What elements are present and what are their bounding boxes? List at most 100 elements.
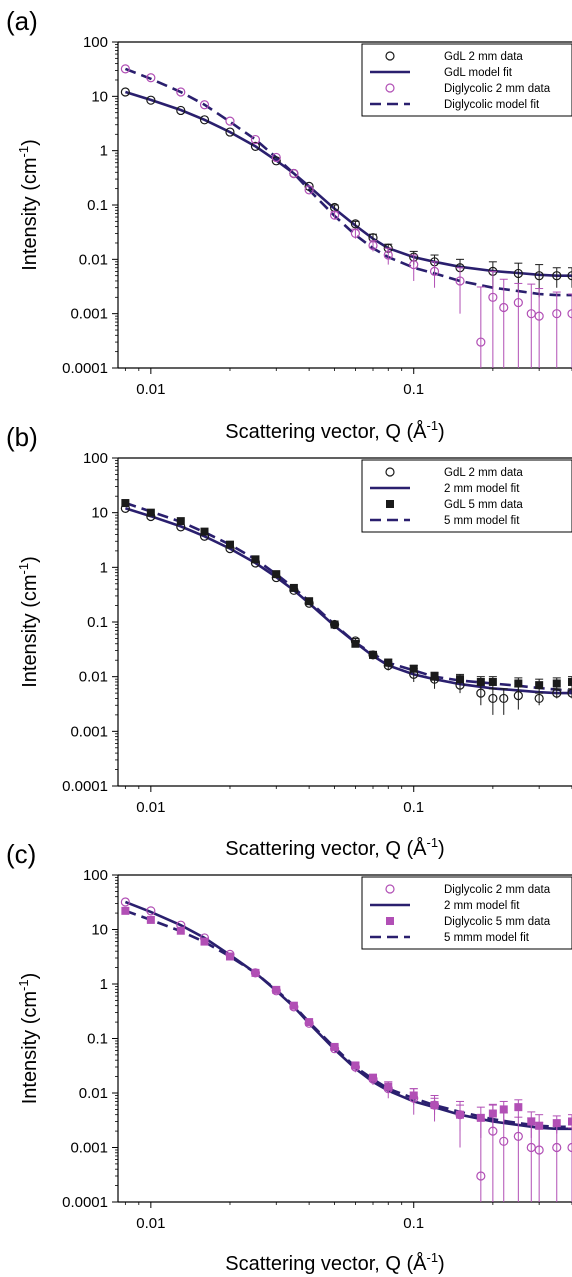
data-point-diglycolic-5-mm-data bbox=[176, 926, 185, 935]
data-point-diglycolic-5-mm-data bbox=[514, 1103, 523, 1112]
data-point-diglycolic-2-mm-data bbox=[304, 185, 314, 195]
legend: GdL 2 mm data 2 mm model fit GdL 5 mm data… bbox=[361, 459, 572, 533]
data-point-diglycolic-5-mm-data bbox=[568, 1117, 572, 1126]
legend-swatch bbox=[385, 51, 395, 61]
legend-label: GdL model fit bbox=[444, 67, 513, 79]
data-point-diglycolic-2-mm-data bbox=[199, 100, 210, 110]
data-point-gdl-5-mm-data bbox=[351, 639, 360, 648]
data-point-diglycolic-2-mm-data bbox=[409, 259, 419, 270]
data-point-gdl-5-mm-data bbox=[369, 650, 378, 659]
data-point-diglycolic-2-mm-data bbox=[429, 266, 440, 276]
data-point-gdl-2-mm-data bbox=[567, 271, 572, 281]
data-point-diglycolic-2-mm-data bbox=[250, 134, 261, 145]
data-point-diglycolic-5-mm-data bbox=[476, 1113, 485, 1122]
data-point-gdl-2-mm-data bbox=[271, 156, 281, 166]
legend: GdL 2 mm data GdL model fit Diglycolic 2 m… bbox=[361, 43, 572, 117]
data-point-gdl-2-mm-data bbox=[499, 693, 509, 704]
data-point-gdl-2-mm-data bbox=[513, 691, 523, 701]
data-point-gdl-5-mm-data bbox=[272, 570, 281, 579]
data-point-diglycolic-2-mm-data bbox=[567, 1142, 572, 1153]
legend-label: GdL 2 mm data bbox=[444, 51, 523, 63]
data-point-gdl-5-mm-data bbox=[146, 508, 155, 517]
data-point-diglycolic-5-mm-data bbox=[488, 1109, 497, 1118]
data-point-diglycolic-5-mm-data bbox=[272, 985, 281, 994]
data-point-diglycolic-2-mm-data bbox=[567, 309, 572, 319]
data-point-gdl-2-mm-data bbox=[476, 688, 486, 698]
data-point-diglycolic-2-mm-data bbox=[350, 228, 361, 239]
data-point-diglycolic-2-mm-data bbox=[526, 309, 536, 319]
data-point-diglycolic-5-mm-data bbox=[456, 1110, 465, 1119]
x-tick-label: 0.01 bbox=[136, 381, 165, 398]
data-point-gdl-2-mm-data bbox=[250, 141, 261, 151]
x-tick-label: 0.01 bbox=[136, 799, 165, 816]
legend-label: Diglycolic 5 mm data bbox=[444, 916, 551, 928]
data-point-diglycolic-5-mm-data bbox=[305, 1018, 314, 1027]
legend-swatch bbox=[385, 884, 395, 894]
data-point-diglycolic-2-mm-data bbox=[455, 276, 465, 286]
chart-panel-b: (b) 0.0001 0.001 0.01 0.1 1 10 100 0.01 0.1 Scatte… bbox=[6, 422, 572, 860]
legend-label: Diglycolic 2 mm data bbox=[444, 83, 551, 95]
data-point-gdl-5-mm-data bbox=[225, 540, 234, 549]
x-tick-label: 0.1 bbox=[403, 799, 424, 816]
data-point-gdl-5-mm-data bbox=[305, 597, 314, 606]
data-point-diglycolic-5-mm-data bbox=[369, 1073, 378, 1082]
y-tick-label: 10 bbox=[91, 922, 108, 939]
data-point-diglycolic-5-mm-data bbox=[330, 1042, 339, 1051]
data-point-diglycolic-2-mm-data bbox=[499, 302, 509, 313]
y-tick-label: 1 bbox=[100, 559, 108, 576]
data-point-gdl-2-mm-data bbox=[513, 268, 523, 279]
x-tick-label: 0.1 bbox=[403, 381, 424, 398]
data-point-diglycolic-5-mm-data bbox=[384, 1082, 393, 1091]
panel-letter: (c) bbox=[6, 839, 36, 869]
legend-label: 2 mm model fit bbox=[444, 900, 520, 912]
data-point-gdl-5-mm-data bbox=[456, 675, 465, 684]
y-tick-label: 0.1 bbox=[87, 197, 108, 214]
data-point-gdl-5-mm-data bbox=[121, 499, 130, 508]
series-line-2-mm-model-fit bbox=[125, 507, 572, 695]
data-point-gdl-2-mm-data bbox=[567, 688, 572, 698]
data-point-gdl-2-mm-data bbox=[350, 219, 361, 229]
data-point-gdl-2-mm-data bbox=[304, 181, 314, 191]
data-point-diglycolic-2-mm-data bbox=[526, 1142, 536, 1153]
data-point-gdl-5-mm-data bbox=[384, 658, 393, 667]
data-point-diglycolic-2-mm-data bbox=[146, 906, 156, 916]
panel-letter: (b) bbox=[6, 422, 38, 452]
legend-label: GdL 5 mm data bbox=[444, 499, 523, 511]
y-tick-label: 0.01 bbox=[79, 251, 108, 268]
data-point-gdl-2-mm-data bbox=[552, 271, 562, 281]
data-point-diglycolic-2-mm-data bbox=[499, 1136, 509, 1146]
y-tick-label: 10 bbox=[91, 88, 108, 105]
y-tick-label: 0.1 bbox=[87, 1031, 108, 1048]
y-tick-label: 1 bbox=[100, 976, 108, 993]
y-tick-label: 0.001 bbox=[70, 306, 108, 323]
data-point-diglycolic-2-mm-data bbox=[120, 64, 130, 74]
data-point-diglycolic-2-mm-data bbox=[552, 1142, 562, 1153]
data-point-gdl-5-mm-data bbox=[514, 679, 523, 688]
data-point-gdl-5-mm-data bbox=[251, 555, 260, 564]
legend-swatch bbox=[386, 917, 394, 925]
data-point-diglycolic-5-mm-data bbox=[409, 1091, 418, 1100]
y-tick-label: 0.001 bbox=[70, 1140, 108, 1157]
panel-letter: (a) bbox=[6, 6, 38, 36]
data-point-gdl-5-mm-data bbox=[535, 681, 544, 690]
x-tick-label: 0.1 bbox=[403, 1215, 424, 1232]
data-point-diglycolic-5-mm-data bbox=[200, 937, 209, 946]
data-point-gdl-2-mm-data bbox=[199, 115, 210, 125]
y-tick-label: 0.001 bbox=[70, 723, 108, 740]
x-axis-label: Scattering vector, Q (Å-1) bbox=[225, 418, 444, 443]
data-point-diglycolic-2-mm-data bbox=[176, 87, 186, 97]
chart-panel-c: (c) 0.0001 0.001 0.01 0.1 1 10 100 0.01 0.1 Scatte… bbox=[6, 839, 572, 1275]
data-point-diglycolic-2-mm-data bbox=[476, 1171, 486, 1181]
y-axis-label: Intensity (cm-1) bbox=[16, 973, 41, 1105]
data-point-diglycolic-5-mm-data bbox=[121, 906, 130, 915]
data-point-diglycolic-2-mm-data bbox=[271, 152, 281, 163]
data-point-gdl-2-mm-data bbox=[488, 693, 498, 704]
data-point-gdl-2-mm-data bbox=[534, 271, 544, 281]
y-tick-label: 1 bbox=[100, 143, 108, 160]
chart-panel-a: (a) 0.0001 0.001 0.01 0.1 1 10 100 0.01 0.1 Scatte… bbox=[6, 6, 572, 443]
y-tick-label: 10 bbox=[91, 505, 108, 522]
legend-label: GdL 2 mm data bbox=[444, 467, 523, 479]
legend-label: Diglycolic model fit bbox=[444, 99, 540, 111]
data-point-diglycolic-2-mm-data bbox=[476, 337, 486, 347]
